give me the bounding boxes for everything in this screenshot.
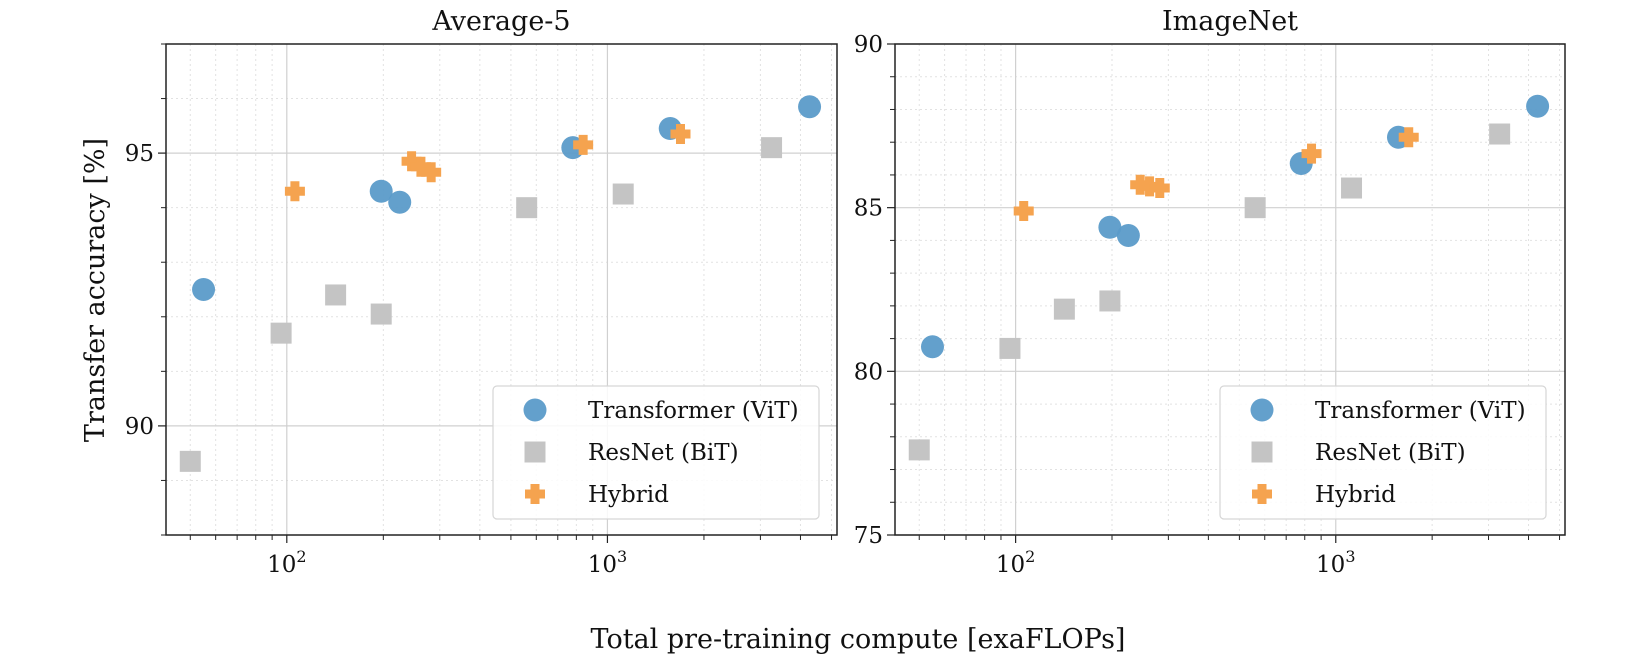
- y-tick-label: 80: [854, 359, 883, 385]
- data-point: [999, 337, 1021, 359]
- data-point: [410, 156, 431, 177]
- panel-title: ImageNet: [1162, 6, 1298, 37]
- data-point: [761, 137, 783, 159]
- data-point: [1139, 176, 1160, 197]
- data-point: [179, 450, 201, 472]
- x-axis-label: Total pre-training compute [exaFLOPs]: [591, 624, 1126, 655]
- data-point: [388, 190, 412, 214]
- legend-marker: [524, 441, 546, 463]
- legend-marker: [523, 398, 547, 422]
- data-point: [1099, 290, 1121, 312]
- legend-box: [492, 385, 820, 520]
- y-tick-label: 75: [854, 523, 883, 549]
- data-point: [573, 134, 594, 155]
- legend-label: Hybrid: [1315, 482, 1396, 508]
- legend-marker: [1250, 398, 1274, 422]
- x-tick-exponent: 2: [296, 547, 306, 566]
- data-point: [1301, 143, 1322, 164]
- y-tick-label: 90: [854, 32, 883, 58]
- panel-title: Average-5: [431, 6, 570, 37]
- data-point: [1244, 197, 1266, 219]
- y-tick-label: 90: [125, 414, 154, 440]
- legend-label: ResNet (BiT): [1315, 440, 1466, 466]
- data-point: [1149, 178, 1170, 199]
- x-tick-base: 10: [588, 552, 617, 578]
- legend-label: ResNet (BiT): [588, 440, 739, 466]
- x-tick-label: 102: [996, 547, 1035, 578]
- x-tick-base: 10: [996, 552, 1025, 578]
- legend-label: Transformer (ViT): [588, 398, 799, 424]
- x-tick-label: 103: [1316, 547, 1355, 578]
- x-tick-exponent: 3: [617, 547, 627, 566]
- data-point: [908, 439, 930, 461]
- data-point: [1013, 200, 1034, 221]
- data-point: [798, 95, 822, 119]
- data-point: [1053, 298, 1075, 320]
- data-point: [612, 183, 634, 205]
- data-point: [369, 179, 393, 203]
- data-point: [325, 284, 347, 306]
- data-point: [1526, 94, 1550, 118]
- y-tick-label: 95: [125, 141, 154, 167]
- legend-marker: [1251, 441, 1273, 463]
- x-tick-exponent: 3: [1345, 547, 1355, 566]
- legend-marker: [1252, 484, 1272, 504]
- data-point: [516, 197, 538, 219]
- legend-label: Hybrid: [588, 482, 669, 508]
- data-point: [1341, 177, 1363, 199]
- axes-frame: [165, 43, 838, 536]
- data-point: [1489, 123, 1511, 145]
- data-point: [401, 151, 422, 172]
- data-point: [370, 303, 392, 325]
- data-point: [192, 278, 216, 301]
- data-point: [1116, 223, 1140, 247]
- y-axis-label: Transfer accuracy [%]: [80, 138, 111, 442]
- data-point: [270, 322, 292, 344]
- data-point: [421, 162, 442, 183]
- legend-marker: [525, 484, 545, 504]
- y-tick-label: 85: [854, 196, 883, 222]
- legend-box: [1219, 385, 1547, 520]
- x-tick-label: 103: [588, 547, 627, 578]
- x-tick-base: 10: [1316, 552, 1345, 578]
- legend-label: Transformer (ViT): [1315, 398, 1526, 424]
- axes-frame: [894, 43, 1566, 536]
- x-tick-exponent: 2: [1025, 547, 1035, 566]
- data-point: [920, 335, 944, 359]
- data-point: [1098, 215, 1122, 239]
- data-point: [284, 181, 305, 202]
- data-point: [1398, 127, 1419, 148]
- data-point: [670, 124, 691, 145]
- x-tick-label: 102: [267, 547, 306, 578]
- x-tick-base: 10: [267, 552, 296, 578]
